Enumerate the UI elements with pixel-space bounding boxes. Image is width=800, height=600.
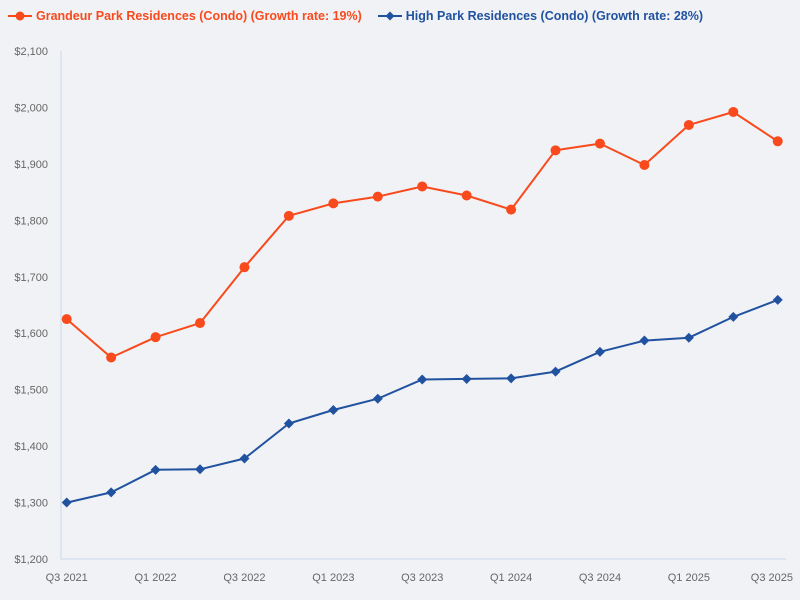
line-circle-marker-icon <box>8 11 32 21</box>
y-tick-label: $1,400 <box>14 441 48 453</box>
data-point-marker[interactable] <box>550 366 561 377</box>
data-point-marker[interactable] <box>283 418 294 429</box>
data-point-marker[interactable] <box>550 145 561 156</box>
data-point-marker[interactable] <box>594 346 605 357</box>
series-line-0 <box>65 111 779 359</box>
data-point-marker[interactable] <box>772 136 783 147</box>
y-tick-label: $1,200 <box>14 554 48 566</box>
legend-label-grandeur-park: Grandeur Park Residences (Condo) (Growth… <box>36 9 362 23</box>
y-tick-label: $1,600 <box>14 328 48 340</box>
x-tick-label: Q3 2021 <box>46 572 88 584</box>
data-point-marker[interactable] <box>728 106 739 117</box>
data-point-marker[interactable] <box>328 198 339 209</box>
data-point-marker[interactable] <box>150 332 161 343</box>
data-point-marker[interactable] <box>639 160 650 171</box>
data-point-marker[interactable] <box>106 487 117 498</box>
data-point-marker[interactable] <box>328 404 339 415</box>
data-point-marker[interactable] <box>506 204 517 215</box>
axis-lines <box>60 51 786 560</box>
data-point-marker[interactable] <box>150 464 161 475</box>
data-point-marker[interactable] <box>195 464 206 475</box>
data-point-marker[interactable] <box>461 190 472 201</box>
x-tick-label: Q3 2022 <box>223 572 265 584</box>
x-tick-label: Q1 2023 <box>312 572 354 584</box>
data-point-marker[interactable] <box>417 181 428 192</box>
line-diamond-marker-icon <box>377 11 402 21</box>
y-tick-label: $1,500 <box>14 385 48 397</box>
data-point-marker[interactable] <box>61 497 72 508</box>
data-point-marker[interactable] <box>239 453 250 464</box>
data-point-marker[interactable] <box>417 374 428 385</box>
y-tick-label: $2,000 <box>14 102 48 114</box>
x-tick-label: Q1 2024 <box>490 572 532 584</box>
legend-item-high-park[interactable]: High Park Residences (Condo) (Growth rat… <box>377 9 703 23</box>
y-tick-label: $1,700 <box>14 272 48 284</box>
data-point-marker[interactable] <box>594 138 605 149</box>
data-point-marker[interactable] <box>728 311 739 322</box>
series-line-1 <box>65 298 779 504</box>
data-point-marker[interactable] <box>772 294 783 305</box>
data-point-marker[interactable] <box>283 210 294 221</box>
y-tick-label: $1,900 <box>14 159 48 171</box>
data-point-marker[interactable] <box>683 332 694 343</box>
y-tick-label: $1,300 <box>14 498 48 510</box>
data-point-marker[interactable] <box>106 352 117 363</box>
data-point-marker[interactable] <box>506 373 517 384</box>
data-point-marker[interactable] <box>239 262 250 273</box>
legend-label-high-park: High Park Residences (Condo) (Growth rat… <box>405 9 704 23</box>
chart-legend: Grandeur Park Residences (Condo) (Growth… <box>7 9 703 23</box>
y-tick-label: $2,100 <box>14 46 48 58</box>
data-point-marker[interactable] <box>639 335 650 346</box>
data-point-marker[interactable] <box>372 393 383 404</box>
x-tick-label: Q3 2024 <box>579 572 621 584</box>
x-tick-label: Q3 2023 <box>401 572 443 584</box>
data-point-marker[interactable] <box>195 318 206 329</box>
y-tick-label: $1,800 <box>14 215 48 227</box>
legend-item-grandeur-park[interactable]: Grandeur Park Residences (Condo) (Growth… <box>7 9 362 23</box>
x-tick-label: Q3 2025 <box>751 572 793 584</box>
data-point-marker[interactable] <box>461 373 472 384</box>
x-tick-label: Q1 2025 <box>668 572 710 584</box>
data-point-marker[interactable] <box>683 119 694 130</box>
data-point-marker[interactable] <box>372 191 383 202</box>
x-tick-label: Q1 2022 <box>134 572 176 584</box>
data-point-marker[interactable] <box>61 314 72 325</box>
